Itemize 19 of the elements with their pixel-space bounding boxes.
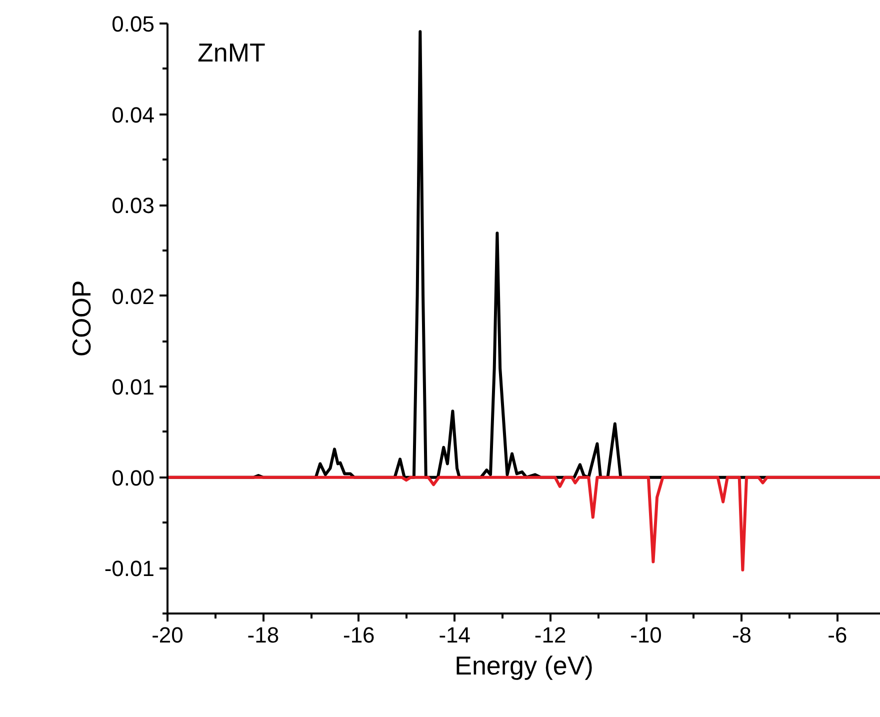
y-tick-label: -0.01 — [104, 556, 155, 582]
y-tick-label: 0.01 — [112, 374, 155, 400]
x-tick-label: -6 — [828, 622, 848, 648]
y-axis-title: COOP — [66, 280, 96, 357]
y-tick-label: 0.02 — [112, 284, 155, 309]
x-tick-label: -12 — [534, 622, 566, 648]
y-tick-label: 0.05 — [112, 12, 155, 36]
x-tick-label: -14 — [438, 622, 471, 648]
y-tick-label: 0.04 — [112, 102, 155, 128]
y-tick-label: 0.00 — [112, 465, 155, 490]
x-tick-label: -18 — [247, 622, 280, 648]
x-axis-title: Energy (eV) — [454, 650, 594, 680]
x-tick-label: -10 — [630, 622, 662, 648]
x-tick-label: -8 — [732, 622, 752, 648]
x-tick-label: -16 — [343, 622, 375, 648]
x-tick-label: -20 — [152, 622, 184, 648]
y-tick-label: 0.03 — [112, 193, 155, 218]
annotation: ZnMT — [198, 38, 266, 68]
line-series — [168, 476, 880, 572]
